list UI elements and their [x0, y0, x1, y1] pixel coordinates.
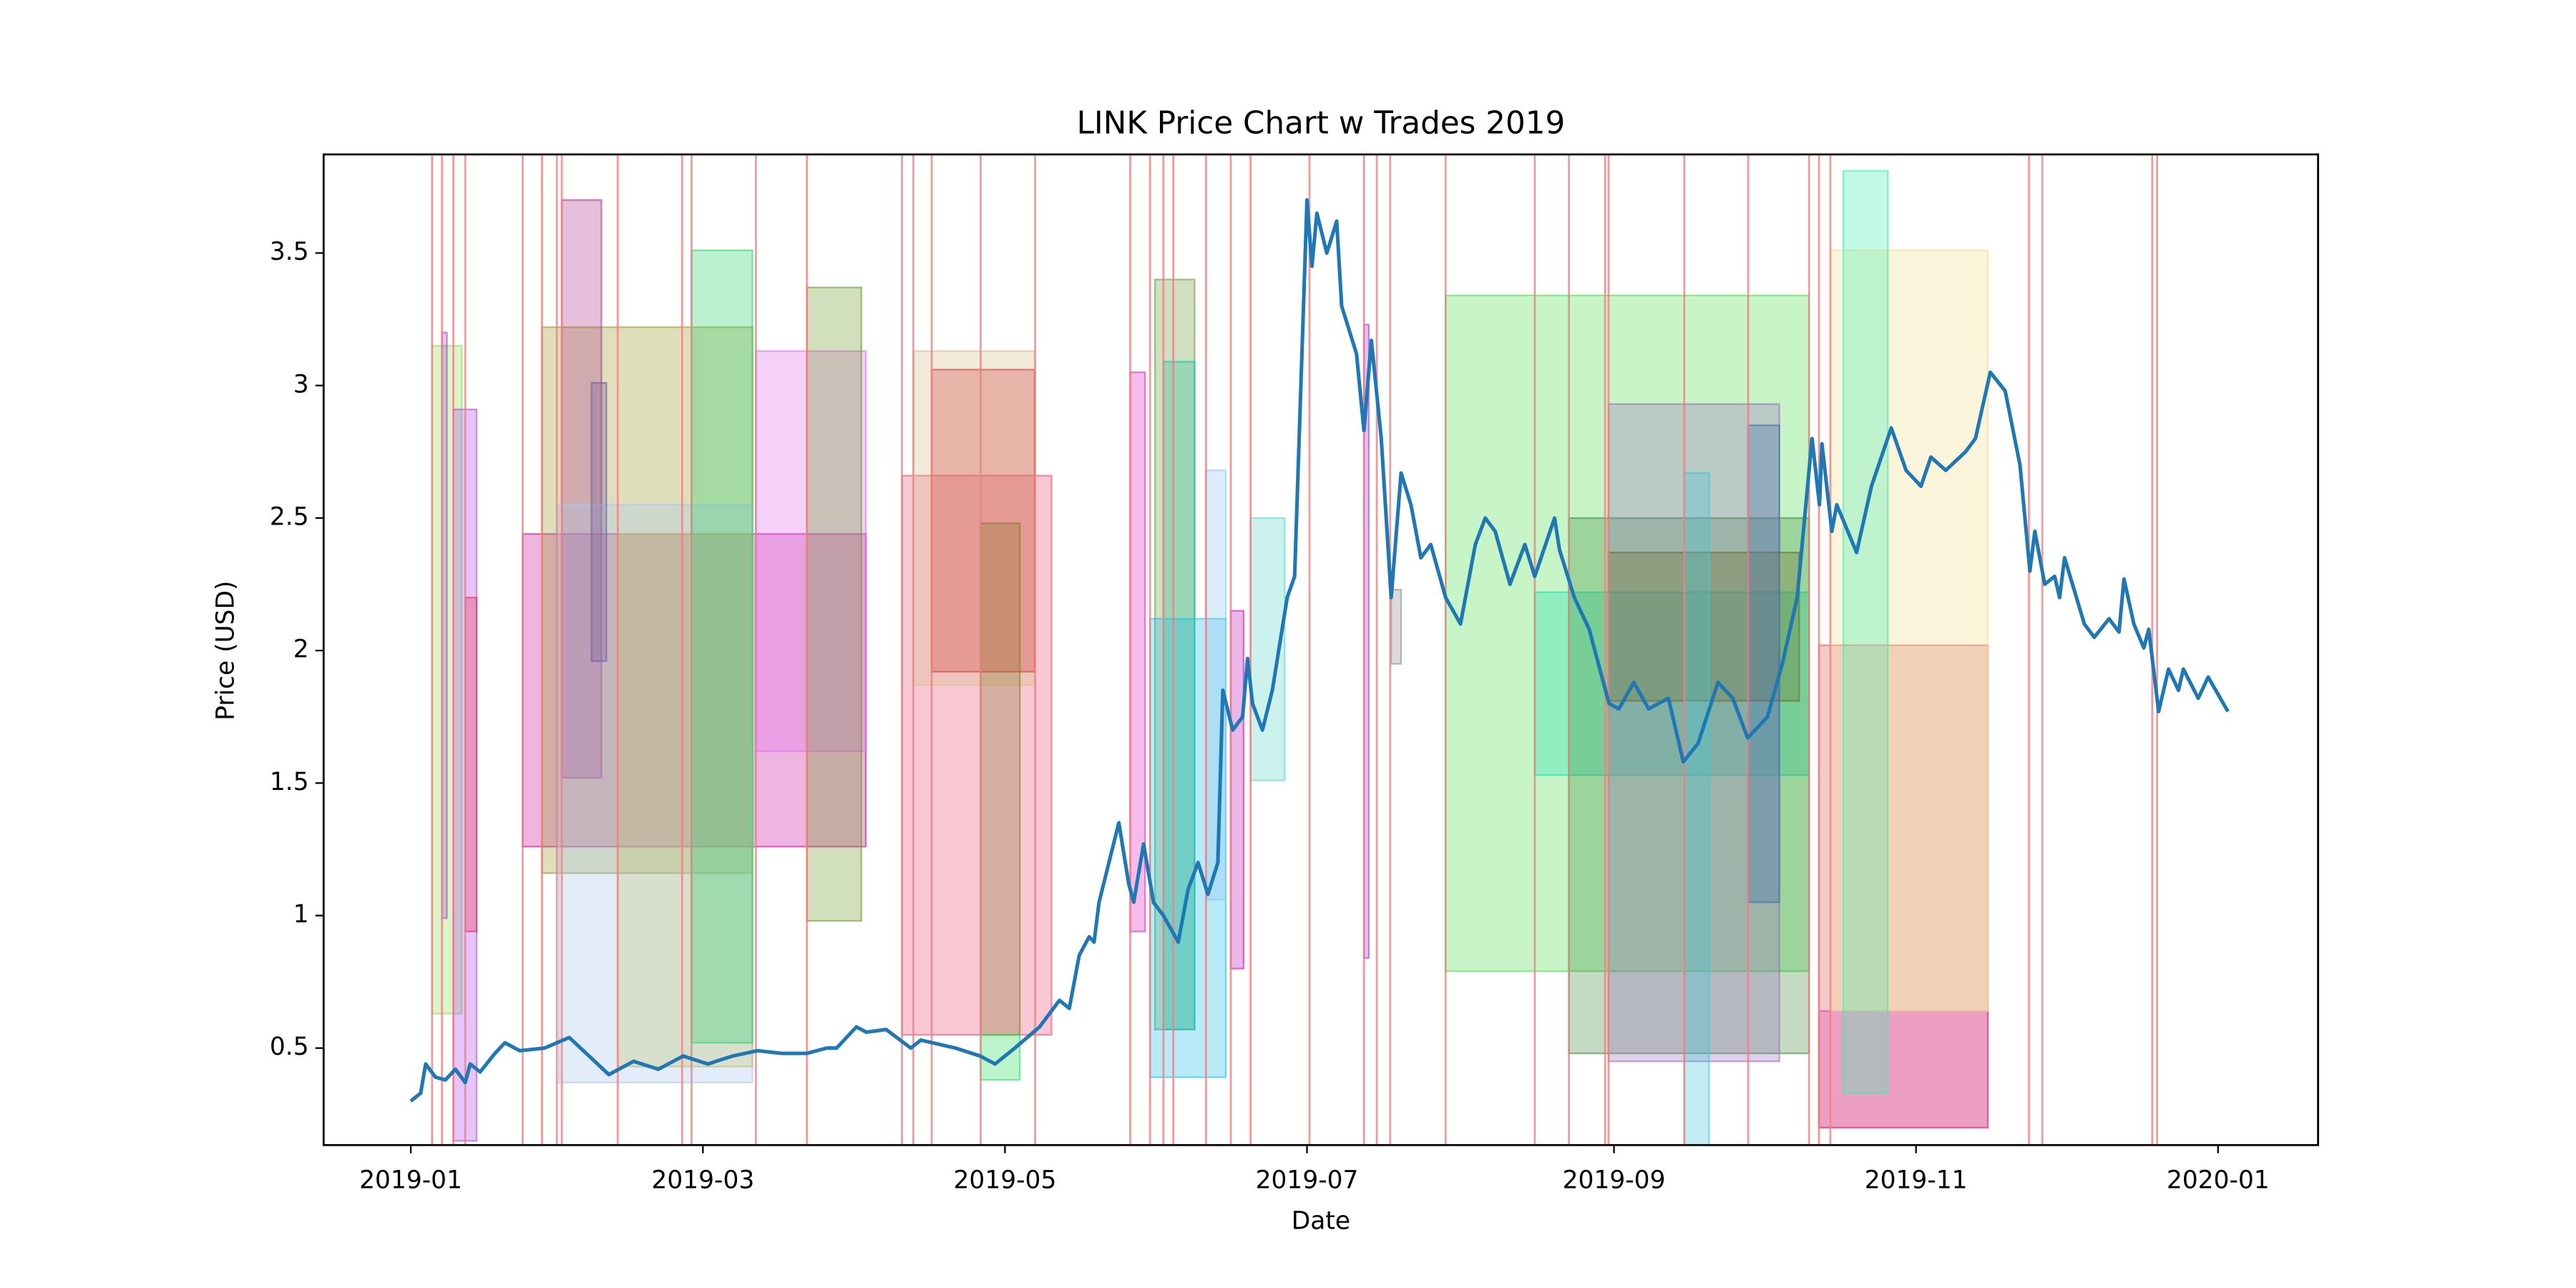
trade-box [901, 474, 1053, 1036]
y-tick-label: 1.5 [270, 768, 309, 796]
trade-box [1229, 610, 1245, 970]
trade-box [617, 533, 753, 1068]
price-line [409, 198, 2230, 1103]
y-axis-label: Price (USD) [211, 581, 240, 721]
y-tick-label: 1 [293, 900, 309, 929]
trade-box [541, 326, 753, 874]
x-tick-label: 2020-01 [2167, 1166, 2270, 1194]
trade-box [1390, 588, 1402, 665]
trade-box [1533, 591, 1810, 776]
x-tick-label: 2019-09 [1563, 1166, 1666, 1194]
trade-box [980, 522, 1021, 1036]
y-tick-label: 3.5 [270, 238, 309, 266]
trade-box [560, 199, 602, 779]
y-tick-label: 2.5 [270, 502, 309, 531]
trade-box [980, 1034, 1021, 1081]
trade-box [1205, 469, 1227, 901]
trade-box [1607, 551, 1800, 702]
trade-box [590, 381, 608, 663]
trade-box [912, 350, 1036, 686]
trade-box [1153, 278, 1196, 1030]
trade-box [464, 596, 478, 932]
y-tick-label: 0.5 [270, 1033, 309, 1061]
trade-box [1683, 472, 1710, 1146]
x-tick-label: 2019-05 [954, 1166, 1057, 1194]
trade-box [1842, 170, 1889, 1094]
trade-box [1829, 249, 1989, 1012]
y-tick-label: 3 [293, 370, 309, 399]
trade-box [930, 369, 1036, 673]
x-tick-label: 2019-01 [359, 1166, 462, 1194]
x-tick-label: 2019-07 [1256, 1166, 1359, 1194]
y-tick-label: 2 [293, 635, 309, 664]
trade-box [1162, 361, 1196, 1030]
x-axis-label: Date [1292, 1207, 1350, 1236]
trade-box [755, 350, 867, 753]
chart-title: LINK Price Chart w Trades 2019 [1077, 105, 1566, 141]
trade-box [806, 286, 862, 922]
trade-box [691, 249, 753, 1044]
x-tick-label: 2019-11 [1865, 1166, 1968, 1194]
trade-box [1747, 424, 1780, 904]
trade-box [1818, 644, 1989, 1128]
x-tick-label: 2019-03 [651, 1166, 754, 1194]
